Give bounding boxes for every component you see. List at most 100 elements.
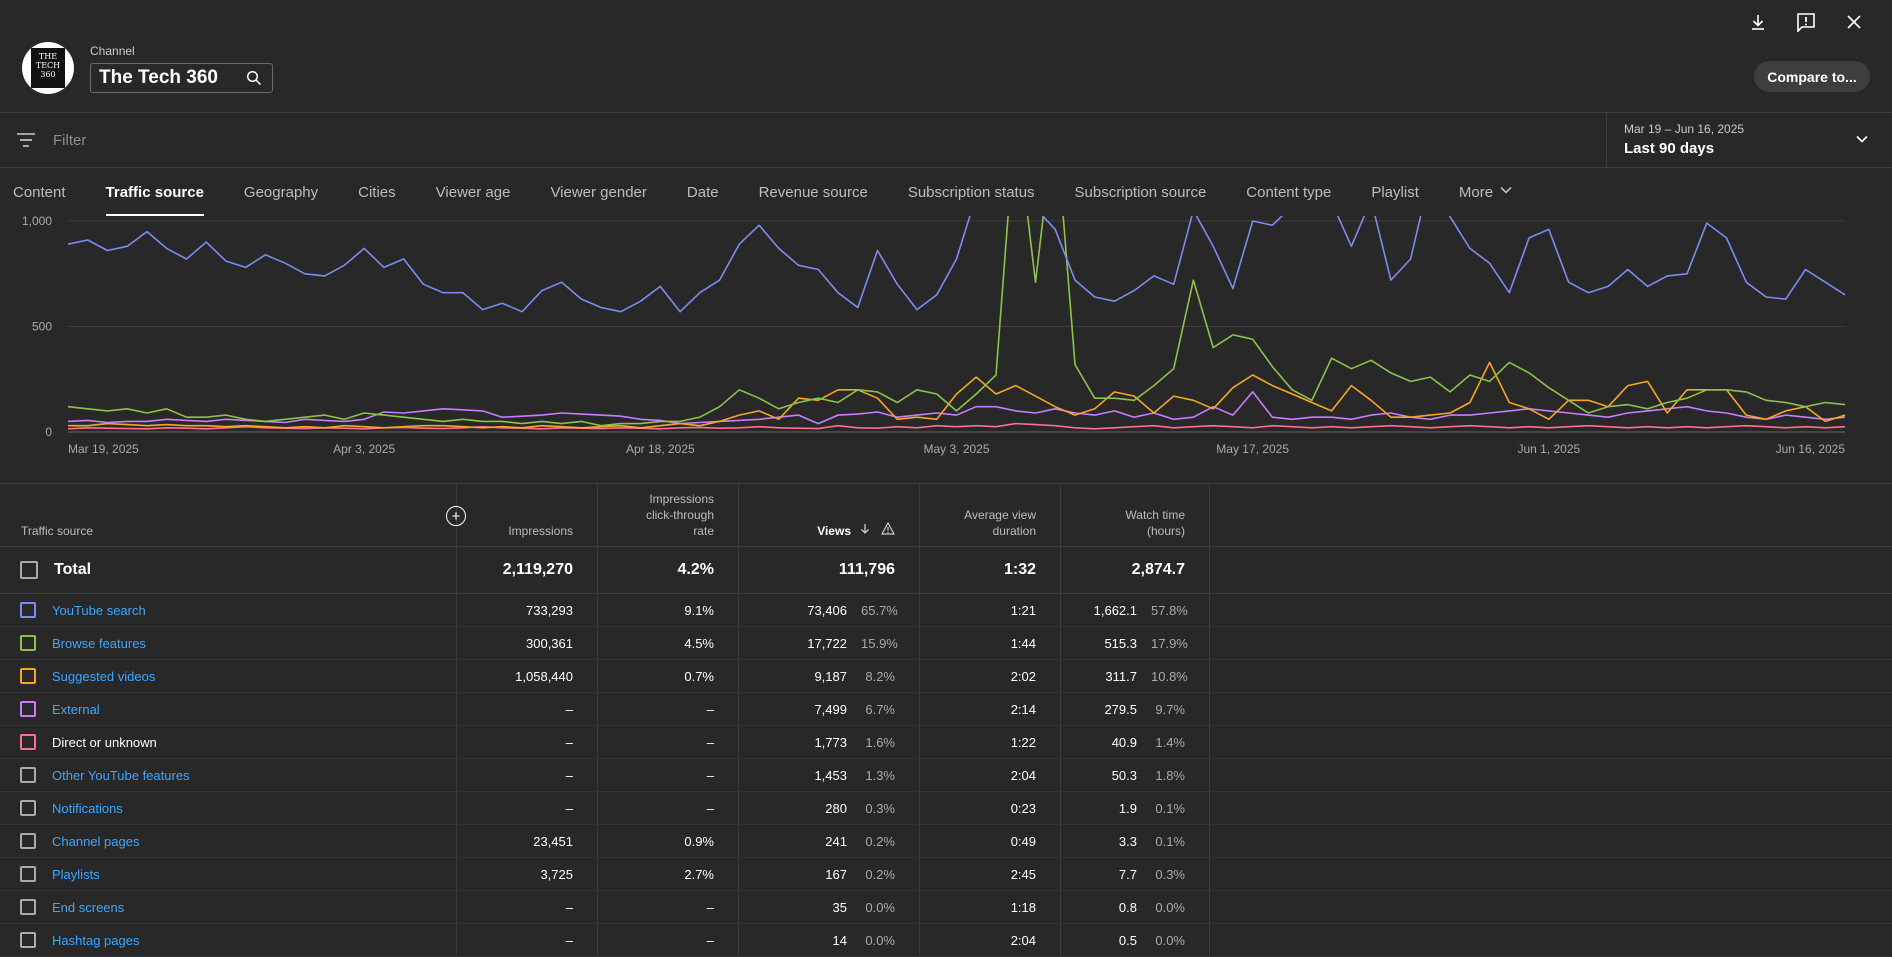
traffic-source-link: Direct or unknown	[52, 734, 157, 750]
y-tick-label: 0	[45, 425, 52, 439]
impressions-value: –	[565, 800, 573, 816]
ctr-value: –	[706, 800, 714, 816]
top-bar: THE TECH 360 Channel The Tech 360 Compar…	[0, 0, 1892, 112]
row-checkbox[interactable]	[20, 833, 36, 849]
channel-selector[interactable]: The Tech 360	[90, 63, 273, 93]
total-ctr: 4.2%	[677, 561, 714, 578]
tab-content[interactable]: Content	[13, 183, 66, 201]
chevron-down-icon[interactable]	[1854, 131, 1870, 152]
filter-input[interactable]: Filter	[53, 132, 87, 149]
traffic-source-link[interactable]: Playlists	[52, 866, 100, 882]
channel-name: The Tech 360	[99, 67, 218, 88]
row-checkbox[interactable]	[20, 932, 36, 948]
col-header-ctr[interactable]: Impressions click-through rate	[598, 484, 739, 547]
watch-time-percent: 17.9%	[1151, 635, 1188, 651]
views-percent: 1.6%	[865, 734, 895, 750]
traffic-table: Traffic source + Impressions Impressions…	[0, 484, 1892, 957]
row-checkbox[interactable]	[20, 899, 36, 915]
avatar-logo: THE TECH 360	[31, 48, 65, 88]
col-header-watch-time[interactable]: Watch time (hours)	[1061, 484, 1210, 547]
table-header: Traffic source + Impressions Impressions…	[0, 484, 1892, 547]
table-row: Notifications – – 280 0.3% 0:23 1.9 0.1%	[0, 792, 1892, 825]
tab-subscription-status[interactable]: Subscription status	[907, 183, 1035, 201]
col-header-source[interactable]: Traffic source	[0, 484, 457, 547]
row-checkbox[interactable]	[20, 767, 36, 783]
tab-viewer-age[interactable]: Viewer age	[435, 183, 511, 201]
warning-icon[interactable]	[880, 521, 896, 539]
views-percent: 0.3%	[865, 800, 895, 816]
watch-time-value: 40.9	[1111, 734, 1137, 750]
traffic-source-link[interactable]: Suggested videos	[52, 668, 156, 684]
tab-traffic-source[interactable]: Traffic source	[86, 168, 224, 216]
traffic-source-link[interactable]: YouTube search	[52, 602, 146, 618]
watch-time-value: 279.5	[1104, 701, 1137, 717]
traffic-chart: 1,000 500 0 Mar 19, 2025 Apr 3, 2025 Apr 18, …	[0, 216, 1892, 484]
tab-viewer-gender[interactable]: Viewer gender	[550, 183, 647, 201]
avg-view-duration-value: 2:02	[1010, 668, 1036, 684]
ctr-value: 2.7%	[684, 866, 714, 882]
x-tick-label: Jun 1, 2025	[1517, 442, 1580, 456]
col-header-avg-view-duration[interactable]: Average view duration	[920, 484, 1061, 547]
avg-view-duration-value: 1:22	[1010, 734, 1036, 750]
total-views: 111,796	[838, 561, 895, 578]
tab-playlist[interactable]: Playlist	[1371, 183, 1419, 201]
avatar[interactable]: THE TECH 360	[22, 42, 74, 94]
row-checkbox[interactable]	[20, 668, 36, 684]
traffic-source-link[interactable]: Notifications	[52, 800, 123, 816]
views-value: 167	[825, 866, 847, 882]
avg-view-duration-value: 1:21	[1010, 602, 1036, 618]
row-checkbox[interactable]	[20, 701, 36, 717]
download-icon[interactable]	[1746, 10, 1770, 34]
views-percent: 65.7%	[861, 602, 898, 618]
row-checkbox[interactable]	[20, 602, 36, 618]
tab-geography[interactable]: Geography	[243, 183, 319, 201]
table-row: Hashtag pages – – 14 0.0% 2:04 0.5 0.0%	[0, 924, 1892, 957]
views-value: 14	[832, 932, 847, 948]
compare-button[interactable]: Compare to...	[1754, 61, 1870, 92]
watch-time-value: 3.3	[1118, 833, 1137, 849]
avg-view-duration-value: 1:44	[1010, 635, 1036, 651]
filter-icon[interactable]	[16, 131, 36, 154]
table-row: External – – 7,499 6.7% 2:14 279.5 9.7%	[0, 693, 1892, 726]
date-period-text: Last 90 days	[1624, 140, 1715, 157]
tab-more[interactable]: More	[1439, 168, 1533, 216]
row-checkbox[interactable]	[20, 734, 36, 750]
tab-subscription-source[interactable]: Subscription source	[1074, 183, 1207, 201]
x-tick-label: Jun 16, 2025	[1776, 442, 1846, 456]
add-column-icon[interactable]: +	[446, 506, 466, 526]
series-line-external[interactable]	[67, 391, 1846, 425]
series-line-suggested-videos[interactable]	[68, 361, 1846, 429]
feedback-icon[interactable]	[1794, 10, 1818, 34]
col-header-impressions[interactable]: Impressions	[457, 484, 598, 547]
tab-revenue-source[interactable]: Revenue source	[758, 183, 868, 201]
traffic-source-link[interactable]: Other YouTube features	[52, 767, 190, 783]
row-checkbox[interactable]	[20, 800, 36, 816]
traffic-source-link[interactable]: Channel pages	[52, 833, 140, 849]
col-header-views[interactable]: Views	[739, 484, 920, 547]
table-row: Browse features 300,361 4.5% 17,722 15.9% 1:4…	[0, 627, 1892, 660]
row-checkbox[interactable]	[20, 866, 36, 882]
views-percent: 8.2%	[865, 668, 895, 684]
watch-time-value: 0.5	[1118, 932, 1137, 948]
traffic-source-link[interactable]: External	[52, 701, 100, 717]
close-icon[interactable]	[1842, 10, 1866, 34]
traffic-source-link[interactable]: End screens	[52, 899, 125, 915]
traffic-source-link[interactable]: Hashtag pages	[52, 932, 140, 948]
ctr-value: –	[706, 767, 714, 783]
avg-view-duration-value: 0:23	[1010, 800, 1036, 816]
series-line-direct-or-unknown[interactable]	[67, 422, 1846, 430]
tab-date[interactable]: Date	[686, 183, 719, 201]
tab-cities[interactable]: Cities	[358, 183, 396, 201]
traffic-source-link[interactable]: Browse features	[52, 635, 146, 651]
sort-down-icon[interactable]	[859, 523, 871, 539]
avg-view-duration-value: 0:49	[1010, 833, 1036, 849]
total-checkbox[interactable]	[20, 561, 38, 579]
tab-content-type[interactable]: Content type	[1246, 183, 1332, 201]
search-icon[interactable]	[246, 70, 262, 91]
impressions-value: 733,293	[526, 602, 573, 618]
date-range-selector[interactable]: Mar 19 – Jun 16, 2025 Last 90 days	[1606, 113, 1892, 168]
series-line-browse-features[interactable]	[67, 216, 1846, 427]
row-checkbox[interactable]	[20, 635, 36, 651]
series-line-youtube-search[interactable]	[67, 216, 1846, 313]
ctr-value: 9.1%	[684, 602, 714, 618]
